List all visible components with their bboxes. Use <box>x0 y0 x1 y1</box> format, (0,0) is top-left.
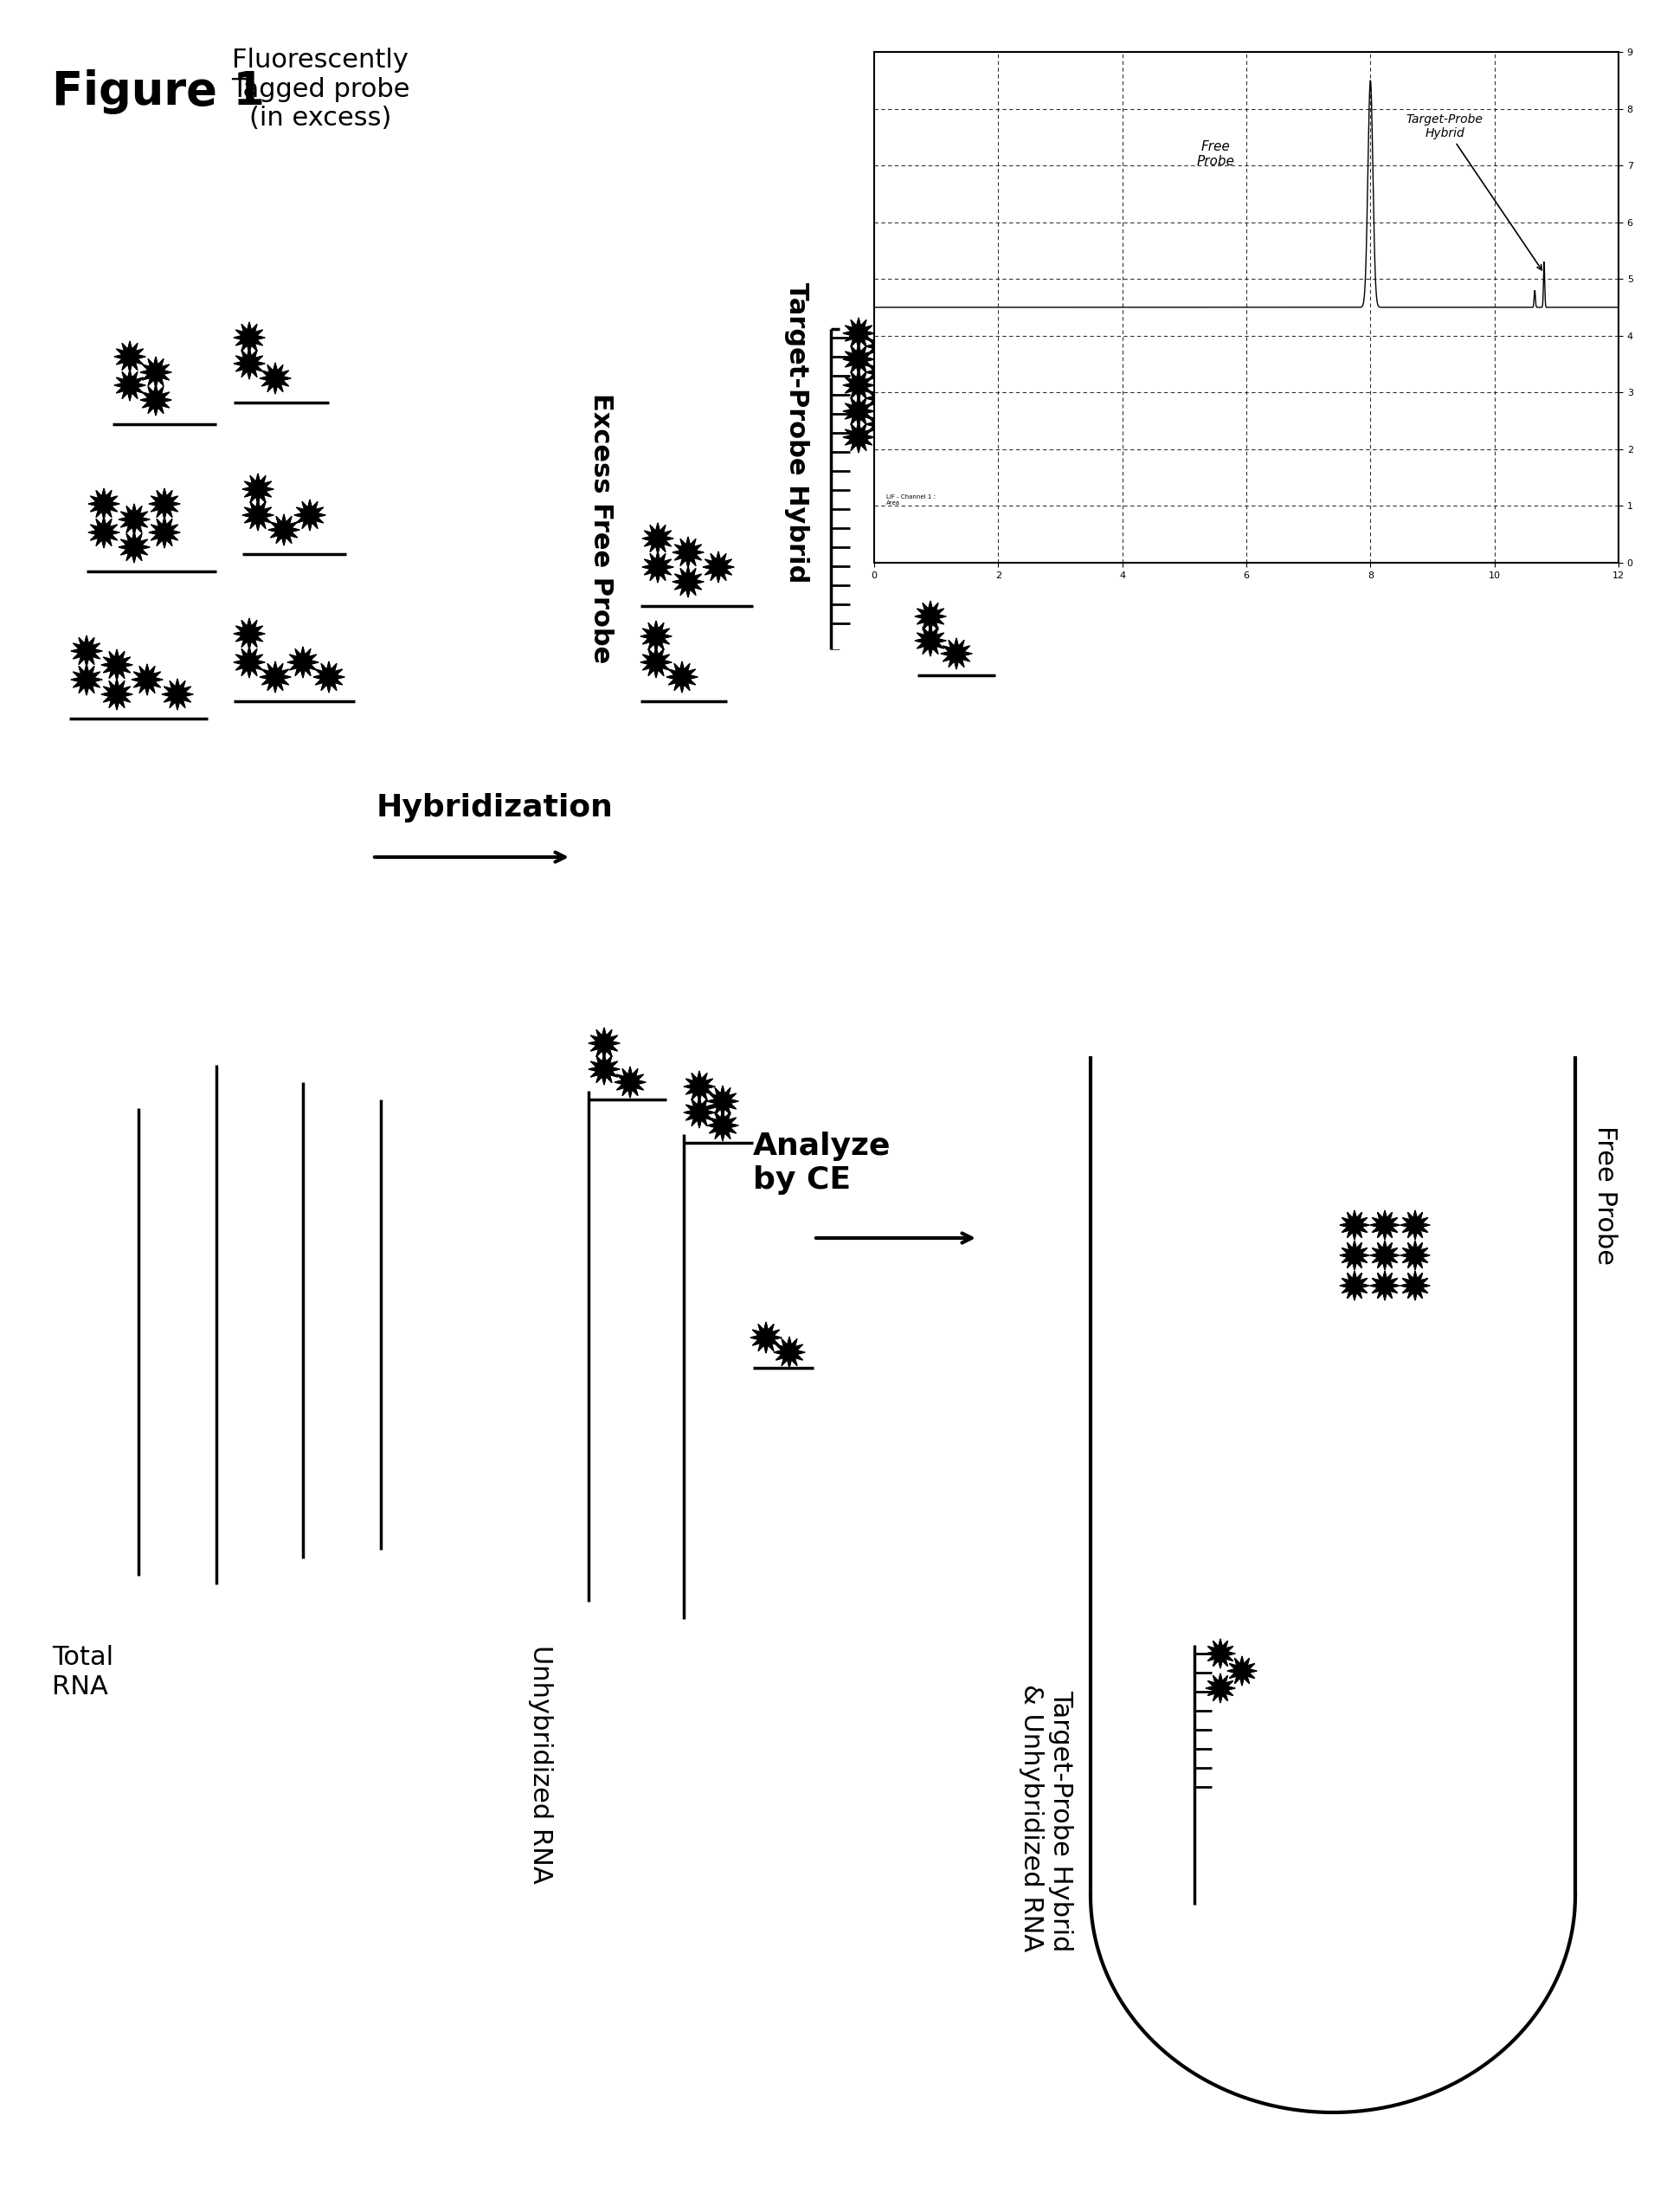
Polygon shape <box>233 347 265 378</box>
Text: Fluorescently
Tagged probe
(in excess): Fluorescently Tagged probe (in excess) <box>232 49 410 131</box>
Polygon shape <box>1370 1272 1399 1301</box>
Polygon shape <box>1340 1241 1370 1270</box>
Polygon shape <box>88 489 119 520</box>
Polygon shape <box>1401 1272 1429 1301</box>
Polygon shape <box>114 369 146 400</box>
Polygon shape <box>615 1066 645 1097</box>
Polygon shape <box>114 341 146 372</box>
Text: Free Probe: Free Probe <box>1593 1126 1618 1265</box>
Polygon shape <box>101 650 132 681</box>
Polygon shape <box>243 473 273 504</box>
Text: Analyze
by CE: Analyze by CE <box>753 1130 892 1194</box>
Polygon shape <box>149 489 180 520</box>
Polygon shape <box>149 518 180 549</box>
Polygon shape <box>683 1097 715 1128</box>
Polygon shape <box>1370 1210 1399 1239</box>
Polygon shape <box>683 1071 715 1102</box>
Polygon shape <box>1401 1241 1429 1270</box>
Polygon shape <box>141 356 172 387</box>
Polygon shape <box>119 531 151 562</box>
Polygon shape <box>233 617 265 650</box>
Polygon shape <box>101 679 132 710</box>
Polygon shape <box>71 664 103 695</box>
Polygon shape <box>640 646 672 677</box>
Polygon shape <box>260 363 291 394</box>
Polygon shape <box>1340 1210 1370 1239</box>
Polygon shape <box>260 661 291 692</box>
Polygon shape <box>294 500 326 531</box>
Polygon shape <box>844 369 875 400</box>
Polygon shape <box>667 661 698 692</box>
Polygon shape <box>844 396 875 427</box>
Text: Target-Probe
Hybrid: Target-Probe Hybrid <box>1406 113 1542 270</box>
Polygon shape <box>132 664 162 695</box>
Text: Total
RNA: Total RNA <box>51 1646 114 1699</box>
Polygon shape <box>844 422 875 453</box>
Polygon shape <box>1370 1241 1399 1270</box>
Polygon shape <box>268 513 299 546</box>
Polygon shape <box>589 1029 620 1060</box>
Polygon shape <box>673 538 703 568</box>
Polygon shape <box>844 343 875 374</box>
Polygon shape <box>703 551 734 582</box>
Polygon shape <box>774 1336 805 1367</box>
Polygon shape <box>162 679 194 710</box>
Text: Hybridization: Hybridization <box>377 794 614 823</box>
Polygon shape <box>313 661 344 692</box>
Polygon shape <box>751 1323 782 1354</box>
Polygon shape <box>865 383 896 414</box>
Text: Target-Probe Hybrid
& Unhybridized RNA: Target-Probe Hybrid & Unhybridized RNA <box>1019 1683 1073 1951</box>
Polygon shape <box>233 323 265 354</box>
Polygon shape <box>119 504 151 535</box>
Polygon shape <box>642 522 673 553</box>
Polygon shape <box>642 551 673 582</box>
Polygon shape <box>865 356 896 387</box>
Polygon shape <box>915 602 946 633</box>
Polygon shape <box>640 622 672 653</box>
Polygon shape <box>288 646 319 677</box>
Polygon shape <box>673 566 703 597</box>
Polygon shape <box>1206 1639 1236 1668</box>
Polygon shape <box>708 1110 738 1141</box>
Polygon shape <box>1340 1272 1370 1301</box>
Polygon shape <box>589 1053 620 1084</box>
Polygon shape <box>243 500 273 531</box>
Polygon shape <box>88 518 119 549</box>
Polygon shape <box>71 635 103 666</box>
Text: Excess Free Probe: Excess Free Probe <box>589 394 614 664</box>
Text: Figure 1: Figure 1 <box>51 69 265 115</box>
Text: Free
Probe: Free Probe <box>1196 139 1234 168</box>
Polygon shape <box>708 1086 738 1117</box>
Text: Target-Probe Hybrid: Target-Probe Hybrid <box>784 283 809 584</box>
Text: LIF - Channel 1 :
Area: LIF - Channel 1 : Area <box>887 493 936 507</box>
Polygon shape <box>865 332 896 363</box>
Polygon shape <box>1401 1210 1429 1239</box>
Polygon shape <box>865 409 896 440</box>
Polygon shape <box>1206 1674 1236 1703</box>
Polygon shape <box>844 319 875 349</box>
Polygon shape <box>915 626 946 657</box>
Polygon shape <box>941 637 973 670</box>
Polygon shape <box>141 385 172 416</box>
Polygon shape <box>233 646 265 677</box>
Polygon shape <box>1227 1657 1257 1686</box>
Text: Unhybridized RNA: Unhybridized RNA <box>528 1646 554 1885</box>
